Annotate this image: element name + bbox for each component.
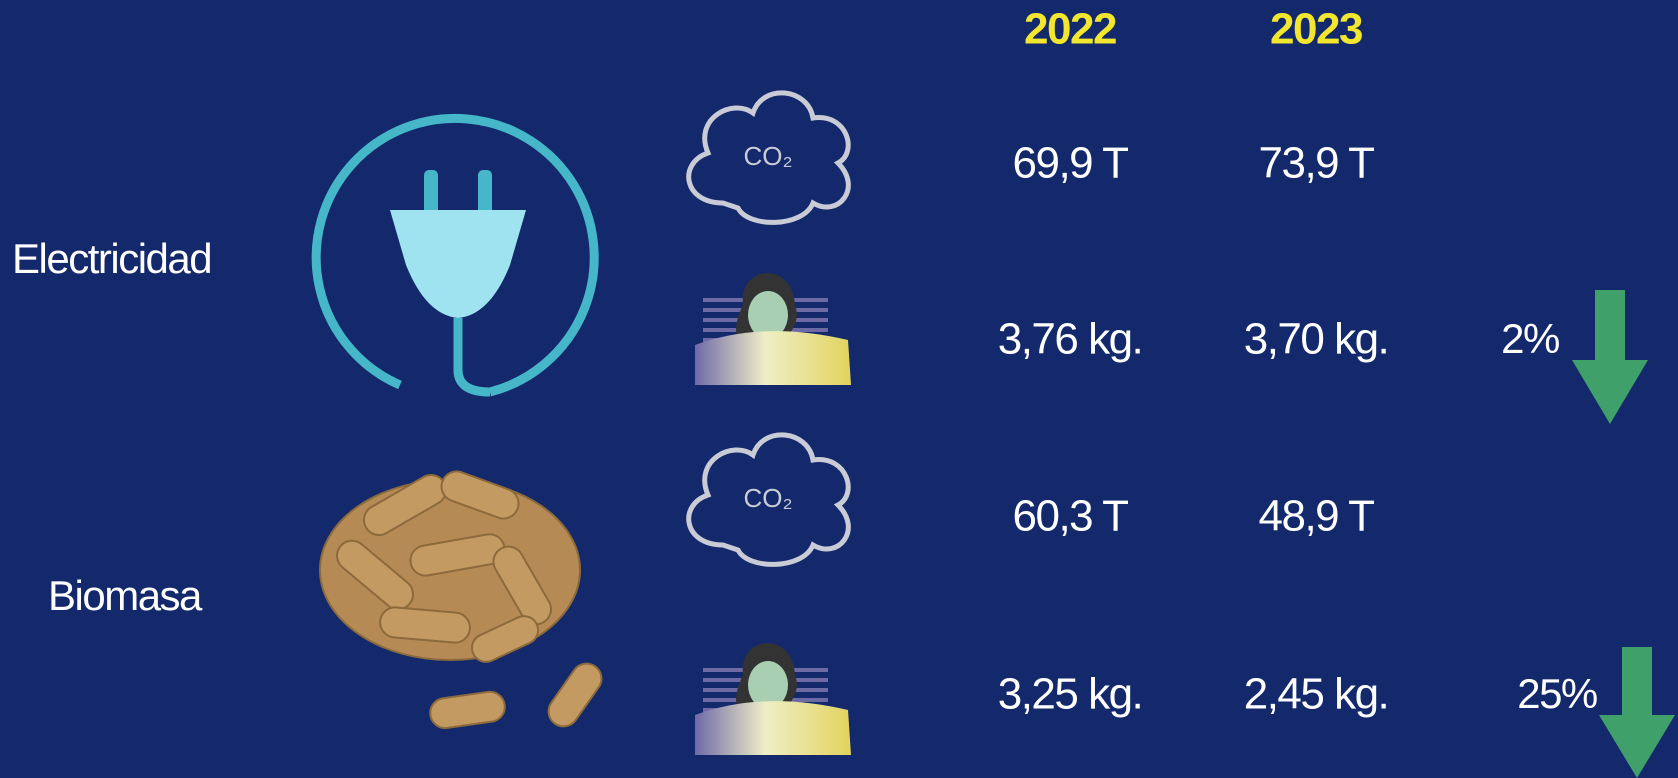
- change: 2%: [1501, 315, 1559, 362]
- sleeper-icon: [695, 643, 851, 755]
- infographic: 2022 2023 Electricidad CO₂ 69,9 T 73,9 T…: [0, 0, 1678, 778]
- down-arrow: [1599, 647, 1675, 778]
- section-label: Electricidad: [12, 235, 211, 282]
- plug-icon: [316, 118, 594, 392]
- value: 69,9 T: [1013, 139, 1129, 188]
- value: 3,76 kg.: [998, 315, 1143, 364]
- section-label: Biomasa: [48, 572, 203, 619]
- value: 60,3 T: [1013, 492, 1129, 541]
- value: 3,25 kg.: [998, 670, 1143, 719]
- value: 3,70 kg.: [1244, 315, 1389, 364]
- year-header: 2022: [1024, 5, 1116, 54]
- change: 25%: [1517, 670, 1597, 717]
- value: 73,9 T: [1259, 139, 1375, 188]
- page: 2022 2023 Electricidad CO₂ 69,9 T 73,9 T…: [0, 0, 1678, 778]
- cloud-text: CO₂: [743, 141, 792, 171]
- year-header: 2023: [1270, 5, 1362, 54]
- cloud-text: CO₂: [743, 483, 792, 513]
- pellets-icon: [320, 467, 607, 732]
- value: 48,9 T: [1259, 492, 1375, 541]
- sleeper-icon: [695, 273, 851, 385]
- down-arrow: [1572, 290, 1648, 424]
- value: 2,45 kg.: [1244, 670, 1389, 719]
